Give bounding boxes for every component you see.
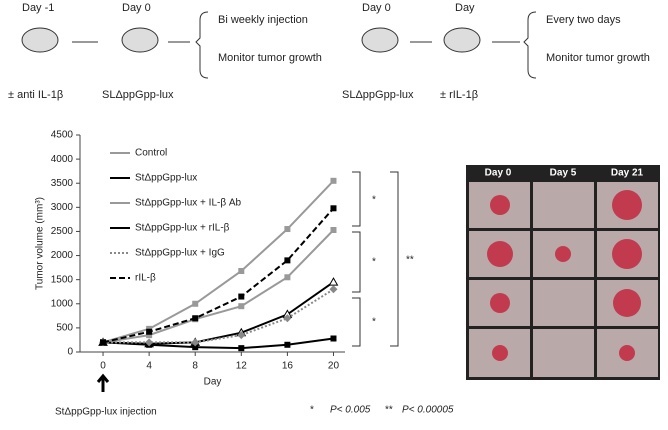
series-line [102,229,335,344]
data-point [191,338,200,347]
significance: * [372,257,376,268]
schematic-text: Bi weekly injection [218,14,308,26]
schematic-text: Day -1 [22,2,54,14]
data-point [238,267,245,274]
y-tick-label: 3000 [51,202,74,213]
data-point [329,285,338,294]
footnote: P< 0.005 [330,405,371,416]
data-point [100,339,107,346]
schematic-text: Monitor tumor growth [218,52,322,64]
y-tick-label: 1000 [51,298,74,309]
y-tick-label: 4000 [51,154,74,165]
data-point [330,226,337,233]
photo-header: Day 0 [485,168,512,179]
y-tick-label: 500 [56,323,73,334]
legend-label: Control [135,148,167,159]
x-tick-label: 12 [236,361,248,372]
schematic-text: Day 0 [122,2,151,14]
schematic-text: SLΔppGpp-lux [342,89,414,101]
schematic-text: ± rIL-1β [440,89,478,101]
data-point [192,315,199,322]
x-tick-label: 4 [146,361,152,372]
y-tick-label: 2000 [51,250,74,261]
photo-header: Day 5 [550,168,577,179]
legend-label: StΔppGpp-lux + rIL-β [135,223,230,234]
schematic-text: Day [455,2,475,14]
data-point [192,344,199,351]
schematic-text: Monitor tumor growth [546,52,650,64]
x-tick-label: 0 [100,361,106,372]
data-point [238,303,245,310]
legend-label: StΔppGpp-lux + IL-β Ab [135,198,242,209]
data-point [284,274,291,281]
data-point [146,332,153,339]
footnote: P< 0.00005 [402,405,454,416]
schematic-icons [21,11,537,79]
data-point [330,177,337,184]
schematic-text: SLΔppGpp-lux [102,89,174,101]
schematic-text: ± anti IL-1β [8,89,63,101]
data-point [284,257,291,264]
x-tick-label: 16 [282,361,294,372]
series-line [103,288,335,344]
data-point [238,345,245,352]
y-tick-label: 0 [67,347,73,358]
y-axis-label: Tumor volume (mm³) [35,197,46,290]
data-point [284,341,291,348]
y-tick-label: 2500 [51,226,74,237]
data-point [283,314,292,323]
x-tick-label: 8 [192,361,198,372]
y-tick-label: 4500 [51,130,74,141]
schematic-text: Day 0 [362,2,391,14]
x-tick-label: 20 [328,361,340,372]
annotation: StΔppGpp-lux injection [55,407,157,418]
series-line [102,337,334,350]
photo-panel [466,165,660,380]
legend-label: StΔppGpp-lux + IgG [135,248,225,259]
significance: * [372,317,376,328]
data-point [330,335,337,342]
data-point [192,300,199,307]
photo-header: Day 21 [611,168,644,179]
footnote: * [310,405,314,416]
series-line [102,180,335,344]
footnote: ** [385,405,393,416]
legend-label: StΔppGpp-lux [135,173,197,184]
significance-brackets [352,171,399,347]
legend-label: rIL-β [135,273,156,284]
significance: ** [406,255,414,266]
data-point [146,328,153,335]
y-tick-label: 1500 [51,274,74,285]
data-point [330,205,337,212]
data-point [145,338,154,347]
data-point [238,293,245,300]
injection-arrow [96,373,110,392]
data-point [284,226,291,233]
data-point [328,277,339,286]
data-point [237,331,246,340]
schematic-text: Every two days [546,14,621,26]
series-line [102,207,335,344]
y-tick-label: 3500 [51,178,74,189]
significance: * [372,195,376,206]
x-axis-label: Day [204,377,222,388]
